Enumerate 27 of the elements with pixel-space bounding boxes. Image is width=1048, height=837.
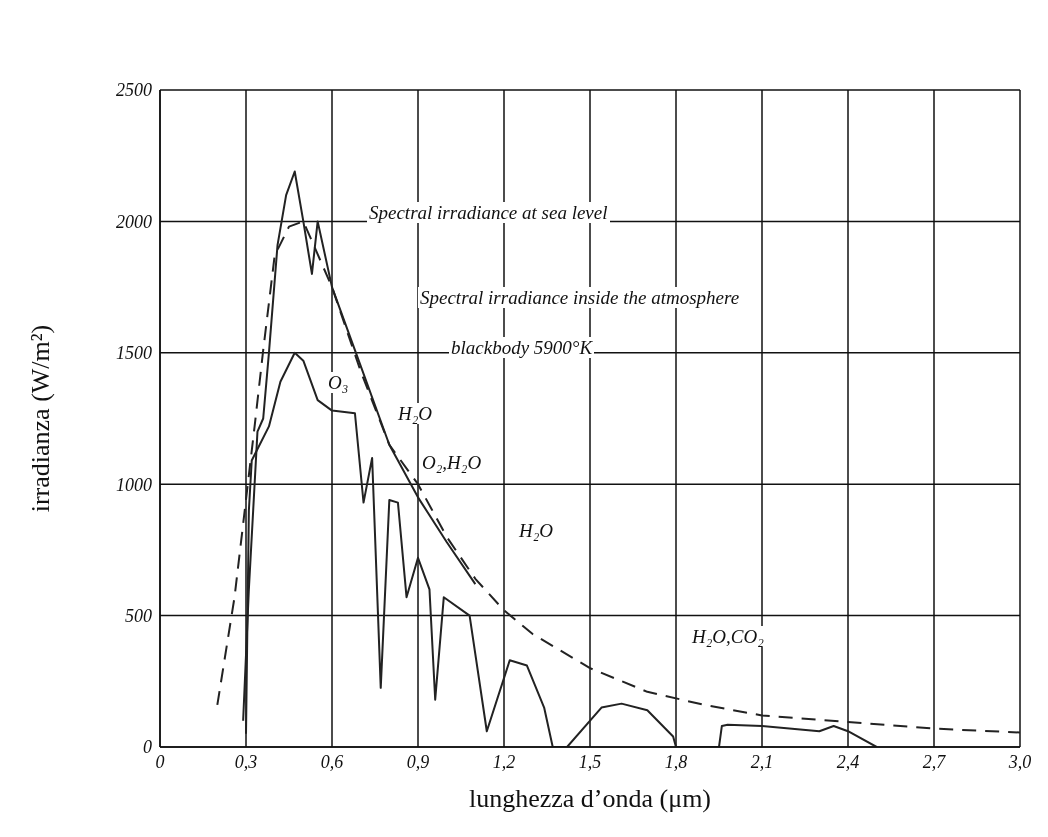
- y-tick-label: 1500: [116, 343, 152, 364]
- y-tick-label: 1000: [116, 474, 152, 495]
- y-axis-title: irradianza (W/m²): [26, 324, 56, 513]
- x-tick-label: 1,8: [664, 751, 688, 772]
- y-tick-label: 500: [125, 605, 152, 626]
- x-tick-label: 2,1: [750, 751, 774, 772]
- annotation: Spectral irradiance at sea level: [367, 202, 610, 223]
- x-tick-label: 3,0: [1007, 751, 1032, 772]
- annotation: Spectral irradiance inside the atmosphere: [418, 287, 742, 308]
- x-axis-title: lunghezza d’onda (μm): [468, 784, 712, 814]
- x-tick-label: 1,2: [492, 751, 516, 772]
- y-tick-label: 2000: [116, 211, 152, 232]
- x-tick-label: 0: [155, 751, 165, 772]
- x-tick-label: 2,7: [922, 751, 947, 772]
- x-tick-label: 1,5: [578, 751, 602, 772]
- x-tick-label: 2,4: [836, 751, 860, 772]
- annotation: O₂,H₂O: [420, 452, 484, 473]
- x-tick-label: 0,9: [406, 751, 430, 772]
- y-tick-label: 0: [143, 737, 152, 758]
- annotation: H₂O,CO₂: [690, 626, 766, 647]
- annotation: blackbody 5900°K: [449, 337, 595, 358]
- annotation: H₂O: [517, 520, 556, 541]
- y-tick-label: 2500: [116, 80, 152, 101]
- annotation: H₂O: [396, 403, 435, 424]
- annotation: O₃: [326, 372, 351, 393]
- x-tick-label: 0,3: [234, 751, 258, 772]
- x-tick-label: 0,6: [320, 751, 344, 772]
